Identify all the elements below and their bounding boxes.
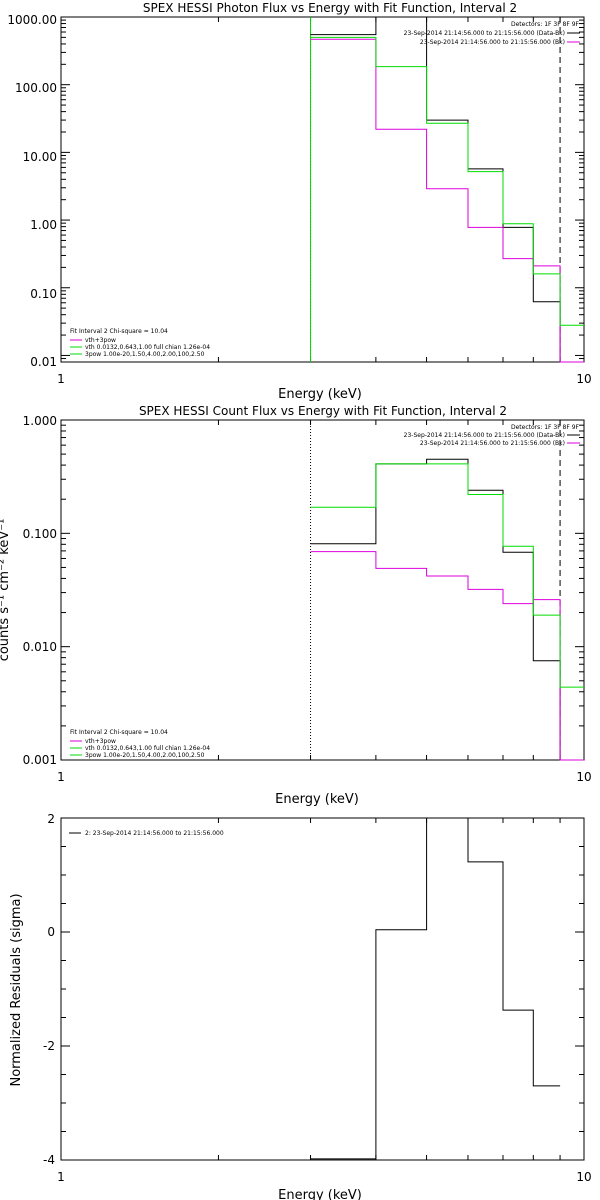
legend-entry: vth+3pow: [85, 337, 116, 344]
series-line-black: [310, 458, 584, 761]
y-tick-label: 1000.00: [7, 13, 57, 27]
reference-lines: [310, 17, 561, 362]
x-tick-label: 10: [576, 770, 591, 784]
chart-title: SPEX HESSI Count Flux vs Energy with Fit…: [139, 404, 507, 418]
x-axis-label: Energy (keV): [278, 387, 362, 402]
series-line-green: [310, 463, 584, 688]
y-tick-label: 1.00: [30, 218, 57, 232]
x-tick-labels: 1 10: [57, 1170, 591, 1184]
y-tick-labels: 0.001 0.010 0.100 1.000: [23, 414, 57, 767]
y-tick-label: 0.001: [23, 753, 57, 767]
y-axis-label: Normalized Residuals (sigma): [9, 893, 24, 1086]
legend-entry: 2: 23-Sep-2014 21:14:56.000 to 21:15:56.…: [85, 830, 224, 837]
legend-bottom: Fit Interval 2 Chi-square = 10.04 vth+3p…: [70, 729, 210, 759]
legend: 2: 23-Sep-2014 21:14:56.000 to 21:15:56.…: [69, 830, 224, 837]
y-tick-label: 1.000: [23, 414, 57, 428]
x-axis-label: Energy (keV): [278, 1188, 362, 1200]
y-tick-label: 2: [47, 812, 55, 826]
x-tick-label: 1: [57, 372, 65, 386]
series-line-black: [310, 16, 584, 363]
x-tick-labels: 1 10: [57, 770, 591, 784]
residuals-panel: -4 -2 0 2 Normalized Residuals (sigma) 1…: [9, 812, 592, 1200]
legend-header: Fit Interval 2 Chi-square = 10.04: [70, 328, 168, 335]
legend-top: Detectors: 1F 3F 8F 9F 23-Sep-2014 21:14…: [404, 21, 580, 46]
y-tick-label: -4: [43, 1153, 55, 1167]
data-series: [310, 16, 584, 363]
y-tick-label: 0.010: [23, 640, 57, 654]
y-tick-label: 0.10: [30, 287, 57, 301]
x-axis-label: Energy (keV): [275, 792, 359, 807]
data-series: [310, 458, 584, 761]
legend-entry: vth 0.0132,0.643,1.00 full chian 1.26e-0…: [85, 745, 210, 752]
plot-frame: [60, 817, 585, 1161]
series-line-green: [310, 36, 584, 326]
legend-header: Detectors: 1F 3F 8F 9F: [511, 424, 580, 431]
data-series: [310, 817, 561, 1160]
y-axis-label: counts s⁻¹ cm⁻² keV⁻¹: [0, 519, 12, 662]
reference-lines: [310, 420, 561, 760]
legend-bottom: Fit Interval 2 Chi-square = 10.04 vth+3p…: [70, 328, 210, 358]
x-tick-label: 1: [57, 1170, 65, 1184]
tick-marks: [60, 419, 584, 761]
legend-entry: 3pow 1.00e-20,1.50,4.00,2.00,100,2.50: [85, 752, 205, 759]
legend-entry: vth 0.0132,0.643,1.00 full chian 1.26e-0…: [85, 344, 210, 351]
y-tick-label: 0.01: [30, 355, 57, 369]
legend-entry: 23-Sep-2014 21:14:56.000 to 21:15:56.000…: [420, 440, 565, 447]
x-tick-labels: 1 10: [57, 372, 591, 386]
tick-marks: [60, 817, 584, 1161]
series-line-black: [310, 817, 561, 1160]
legend-entry: 3pow 1.00e-20,1.50,4.00,2.00,100,2.50: [85, 351, 205, 358]
series-line-magenta: [310, 551, 584, 761]
y-tick-label: 0: [47, 925, 55, 939]
x-tick-label: 10: [576, 372, 591, 386]
legend-top: Detectors: 1F 3F 8F 9F 23-Sep-2014 21:14…: [404, 424, 580, 447]
y-tick-label: 0.100: [23, 527, 57, 541]
y-tick-labels: -4 -2 0 2: [43, 812, 55, 1167]
legend-entry: 23-Sep-2014 21:14:56.000 to 21:15:56.000…: [404, 432, 565, 439]
chart-title: SPEX HESSI Photon Flux vs Energy with Fi…: [143, 1, 517, 15]
legend-entry: 23-Sep-2014 21:14:56.000 to 21:15:56.000…: [404, 30, 565, 37]
x-tick-label: 1: [57, 770, 65, 784]
plot-frame: [60, 16, 585, 363]
count-flux-panel: SPEX HESSI Count Flux vs Energy with Fit…: [0, 404, 592, 807]
legend-header: Fit Interval 2 Chi-square = 10.04: [70, 729, 168, 736]
photon-flux-panel: SPEX HESSI Photon Flux vs Energy with Fi…: [7, 1, 591, 402]
series-line-magenta: [310, 38, 584, 363]
tick-marks: [60, 16, 584, 363]
y-tick-label: -2: [43, 1039, 55, 1053]
x-tick-label: 10: [576, 1170, 591, 1184]
legend-header: Detectors: 1F 3F 8F 9F: [511, 21, 580, 28]
legend-entry: vth+3pow: [85, 738, 116, 745]
legend-entry: 23-Sep-2014 21:14:56.000 to 21:15:56.000…: [420, 39, 565, 46]
y-tick-label: 10.00: [23, 150, 57, 164]
y-tick-labels: 0.01 0.10 1.00 10.00 100.00 1000.00: [7, 13, 57, 369]
plot-frame: [60, 419, 585, 761]
y-tick-label: 100.00: [15, 81, 57, 95]
